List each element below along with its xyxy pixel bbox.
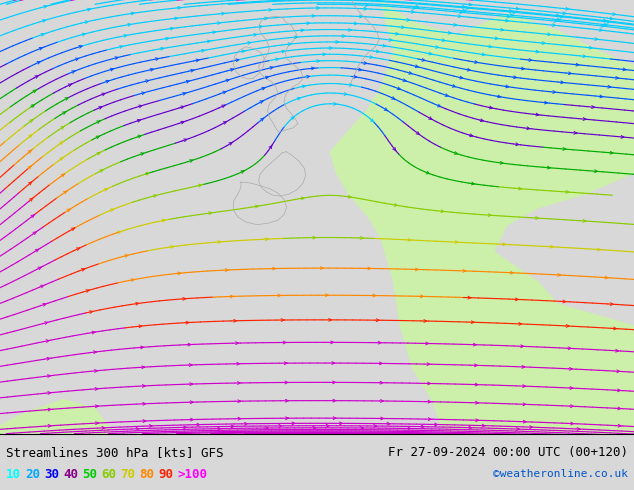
Text: 10: 10	[6, 468, 22, 481]
Polygon shape	[0, 399, 114, 434]
Text: >100: >100	[178, 468, 207, 481]
Text: ©weatheronline.co.uk: ©weatheronline.co.uk	[493, 469, 628, 479]
Text: 90: 90	[158, 468, 174, 481]
Text: 40: 40	[63, 468, 79, 481]
Text: 20: 20	[25, 468, 41, 481]
Text: Streamlines 300 hPa [kts] GFS: Streamlines 300 hPa [kts] GFS	[6, 446, 224, 459]
Text: 60: 60	[101, 468, 117, 481]
Polygon shape	[330, 0, 634, 434]
Text: 80: 80	[139, 468, 155, 481]
Text: 70: 70	[120, 468, 136, 481]
Text: Fr 27-09-2024 00:00 UTC (00+120): Fr 27-09-2024 00:00 UTC (00+120)	[387, 446, 628, 459]
Text: 50: 50	[82, 468, 98, 481]
Text: 30: 30	[44, 468, 60, 481]
